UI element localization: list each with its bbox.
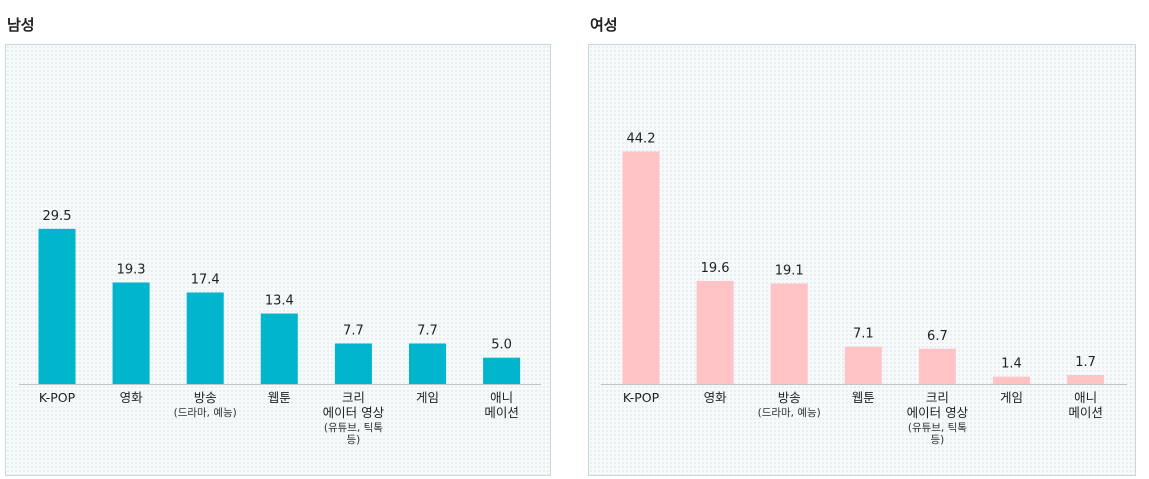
- female-value-label-6: 1.7: [1075, 355, 1096, 370]
- male-category-label-3-0: 웹툰: [268, 390, 291, 405]
- male-category-label-0-0: K-POP: [39, 390, 76, 405]
- female-bar-3: [844, 346, 882, 384]
- female-bar-chart: 44.2 K-POP 19.6 영화 19.1 방송(드라마, 예능) 7.1 웹툰 6.7 크리…: [601, 132, 1127, 446]
- male-bar-3: [260, 313, 298, 384]
- female-category-label-2-0: 방송: [778, 390, 801, 405]
- male-category-label-6-0: 애니: [490, 390, 513, 405]
- male-category-label-2-0: 방송: [194, 390, 217, 405]
- male-value-label-6: 5.0: [491, 338, 512, 353]
- male-bar-2: [186, 292, 224, 384]
- female-value-label-0: 44.2: [627, 132, 656, 147]
- female-category-sublabel-4-0: (유튜브, 틱톡: [908, 422, 967, 434]
- male-category-sublabel-4-1: 등): [347, 434, 361, 446]
- female-value-label-5: 1.4: [1001, 357, 1022, 372]
- male-value-label-5: 7.7: [417, 323, 438, 338]
- female-category-sublabel-4-1: 등): [931, 434, 945, 446]
- male-category-sublabel-2-0: (드라마, 예능): [174, 406, 237, 419]
- female-value-label-4: 6.7: [927, 329, 948, 344]
- male-value-label-1: 19.3: [117, 262, 146, 277]
- male-chart-panel: 29.5 K-POP 19.3 영화 17.4 방송 (드라마, 예능) 13.4 웹툰 7.7 크…: [5, 44, 551, 476]
- male-bar-0: [38, 228, 76, 384]
- female-category-label-4-1: 에이터 영상: [907, 405, 969, 420]
- female-category-label-5-0: 게임: [1000, 390, 1023, 405]
- female-chart-panel: 44.2 K-POP 19.6 영화 19.1 방송 (드라마, 예능) 7.1 웹툰 6.7 크리…: [588, 44, 1136, 476]
- female-category-label-6-1: 메이션: [1068, 405, 1103, 420]
- female-bar-2: [770, 283, 808, 384]
- male-bar-4: [334, 343, 372, 384]
- male-bar-chart: 29.5 K-POP 19.3 영화 17.4 방송(드라마, 예능) 13.4 웹툰 7.7 크…: [19, 209, 541, 446]
- male-bar-6: [483, 357, 521, 384]
- female-category-sublabel-2-0: (드라마, 예능): [758, 406, 821, 419]
- female-value-label-2: 19.1: [775, 264, 804, 279]
- male-category-label-6-1: 메이션: [484, 405, 519, 420]
- female-category-label-1-0: 영화: [704, 390, 728, 405]
- male-chart-title: 남성: [7, 16, 35, 34]
- female-value-label-3: 7.1: [853, 327, 874, 342]
- male-value-label-4: 7.7: [343, 323, 364, 338]
- male-category-label-5-0: 게임: [416, 390, 439, 405]
- female-bar-5: [993, 376, 1030, 384]
- male-value-label-3: 13.4: [265, 294, 294, 309]
- female-bar-0: [622, 151, 660, 384]
- male-category-label-4-0: 크리: [342, 390, 365, 405]
- male-value-label-0: 29.5: [43, 209, 72, 224]
- male-category-label-1-0: 영화: [120, 390, 144, 405]
- male-bar-1: [112, 282, 150, 384]
- male-value-label-2: 17.4: [191, 272, 220, 287]
- female-chart-title: 여성: [590, 16, 618, 34]
- female-category-label-6-0: 애니: [1074, 390, 1097, 405]
- female-bar-1: [696, 280, 734, 384]
- male-bar-5: [409, 343, 446, 384]
- male-category-sublabel-4-0: (유튜브, 틱톡: [324, 422, 383, 434]
- female-category-label-4-0: 크리: [926, 390, 949, 405]
- female-value-label-1: 19.6: [701, 261, 730, 276]
- female-bar-4: [918, 348, 956, 384]
- female-bar-6: [1067, 375, 1105, 384]
- male-category-label-4-1: 에이터 영상: [323, 405, 385, 420]
- female-category-label-0-0: K-POP: [623, 390, 660, 405]
- female-category-label-3-0: 웹툰: [852, 390, 875, 405]
